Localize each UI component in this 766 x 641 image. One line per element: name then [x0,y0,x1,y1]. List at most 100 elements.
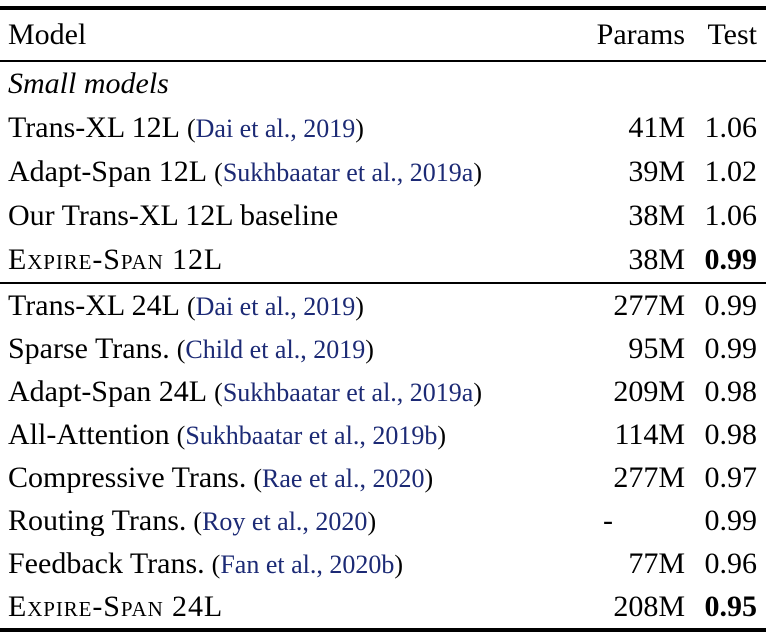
table-bottom-rule [0,628,766,632]
section-label: Small models [8,69,169,99]
params-value: 38M [628,243,685,276]
model-name: Our Trans-XL 12L baseline [8,201,339,231]
citation-close-paren: ) [473,158,483,187]
model-name: Trans-XL 12L [8,113,180,143]
test-value: 1.02 [704,155,758,188]
header-divider-rule [0,60,766,62]
test-value: 0.99 [704,503,758,537]
citation-link[interactable]: Child et al., 2019 [185,334,366,364]
table-row: Sparse Trans. (Child et al., 2019) 95M 0.… [0,327,766,370]
citation-open-paren: ( [193,506,203,536]
model-cell: Expire-Span 24L [0,592,590,622]
citation-link[interactable]: Fan et al., 2020b [220,549,395,579]
params-value: - [603,503,613,537]
table-row: Trans-XL 12L (Dai et al., 2019) 41M 1.06 [0,106,766,150]
citation-close-paren: ) [424,463,434,493]
test-value: 0.99 [704,288,758,322]
citation-open-paren: ( [186,114,196,143]
model-cell: Expire-Span 12L [0,245,590,275]
params-value: 277M [613,288,685,322]
table-row: Trans-XL 24L (Dai et al., 2019) 277M 0.99 [0,284,766,327]
citation-close-paren: ) [437,420,446,450]
params-value: 114M [614,417,685,451]
model-cell: Trans-XL 12L (Dai et al., 2019) [0,113,590,143]
citation: (Sukhbaatar et al., 2019b) [177,421,446,450]
params-value: 39M [628,155,685,188]
test-value: 1.06 [704,111,758,144]
citation-link[interactable]: Sukhbaatar et al., 2019b [185,420,438,450]
citation-link[interactable]: Rae et al., 2020 [262,463,425,493]
model-cell: Routing Trans. (Roy et al., 2020) [0,506,590,536]
citation-open-paren: ( [186,291,196,321]
params-value: 209M [613,374,685,408]
params-value: 38M [628,199,685,232]
model-name: Adapt-Span 24L [8,376,208,407]
model-name: Feedback Trans. [8,548,205,579]
citation-open-paren: ( [176,334,186,364]
table-row: Adapt-Span 24L (Sukhbaatar et al., 2019a)… [0,370,766,413]
test-value: 0.97 [704,460,758,494]
citation: (Dai et al., 2019) [187,114,364,143]
citation: (Fan et al., 2020b) [212,550,403,579]
table-row: Adapt-Span 12L (Sukhbaatar et al., 2019a)… [0,150,766,194]
model-cell: All-Attention (Sukhbaatar et al., 2019b) [0,420,590,450]
citation-close-paren: ) [355,291,364,321]
model-cell: Compressive Trans. (Rae et al., 2020) [0,463,590,493]
table-row: Expire-Span 24L 208M 0.95 [0,585,766,628]
citation: (Rae et al., 2020) [253,464,433,493]
citation: (Roy et al., 2020) [193,507,376,536]
params-value: 208M [613,589,685,623]
model-cell: Our Trans-XL 12L baseline [0,201,590,231]
model-cell: Adapt-Span 24L (Sukhbaatar et al., 2019a) [0,377,590,407]
citation-close-paren: ) [394,549,404,579]
citation-link[interactable]: Dai et al., 2019 [195,291,356,321]
test-value: 1.06 [704,199,758,232]
model-cell: Sparse Trans. (Child et al., 2019) [0,334,590,364]
model-cell: Trans-XL 24L (Dai et al., 2019) [0,291,590,321]
citation: (Sukhbaatar et al., 2019a) [214,158,482,187]
params-value: 95M [628,331,685,365]
citation-close-paren: ) [367,506,377,536]
table-row: Feedback Trans. (Fan et al., 2020b) 77M 0… [0,542,766,585]
table-section-small-models: Small models Trans-XL 12L (Dai et al., 20… [0,62,766,282]
model-name: All-Attention [8,419,170,450]
citation-link[interactable]: Sukhbaatar et al., 2019a [222,158,474,187]
table-section-large-models: Trans-XL 24L (Dai et al., 2019) 277M 0.99… [0,284,766,628]
citation-close-paren: ) [473,377,483,407]
table-header-row: Model Params Test [0,10,766,60]
params-value: 41M [628,111,685,144]
section-rows: Trans-XL 12L (Dai et al., 2019) 41M 1.06 … [0,106,766,282]
citation-open-paren: ( [214,377,223,407]
citation: (Dai et al., 2019) [187,292,364,321]
column-header-params: Params [596,18,685,51]
model-name: Sparse Trans. [8,333,170,364]
table-top-rule [0,6,766,10]
table-row: Our Trans-XL 12L baseline 38M 1.06 [0,194,766,238]
section-divider-rule [0,282,766,284]
test-value: 0.95 [704,589,758,623]
test-value: 0.98 [704,374,758,408]
table-row: Expire-Span 12L 38M 0.99 [0,238,766,282]
table-row: All-Attention (Sukhbaatar et al., 2019b) … [0,413,766,456]
test-value: 0.99 [704,331,758,365]
table-row: Compressive Trans. (Rae et al., 2020) 277… [0,456,766,499]
test-value: 0.98 [704,417,758,451]
citation-link[interactable]: Sukhbaatar et al., 2019a [222,377,474,407]
citation-close-paren: ) [355,114,364,143]
citation-link[interactable]: Roy et al., 2020 [202,506,368,536]
citation: (Sukhbaatar et al., 2019a) [214,378,482,407]
test-value: 0.96 [704,546,758,580]
model-name: Expire-Span 24L [8,591,224,622]
citation: (Child et al., 2019) [177,335,374,364]
params-value: 277M [613,460,685,494]
model-name: Adapt-Span 12L [8,157,208,187]
citation-open-paren: ( [211,549,221,579]
citation-close-paren: ) [365,334,374,364]
citation-open-paren: ( [214,158,223,187]
test-value: 0.99 [704,243,758,276]
citation-link[interactable]: Dai et al., 2019 [195,114,356,143]
citation-open-paren: ( [253,463,263,493]
citation-open-paren: ( [176,420,186,450]
model-name: Compressive Trans. [8,462,247,493]
model-name: Routing Trans. [8,505,187,536]
